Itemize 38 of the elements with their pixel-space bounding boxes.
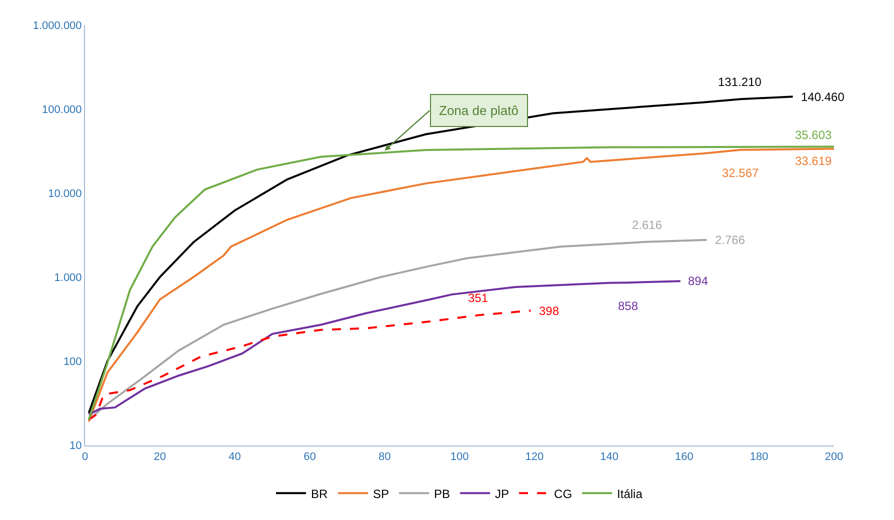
data-label: 35.603 (795, 128, 832, 142)
data-label: 351 (468, 291, 488, 305)
data-label: 2.616 (632, 218, 662, 232)
x-tick-label: 100 (450, 450, 469, 463)
x-tick-label: 180 (750, 450, 768, 463)
data-label: 33.619 (795, 154, 832, 168)
x-tick-label: 120 (525, 450, 544, 463)
legend-label: CG (554, 486, 572, 501)
data-label: 858 (618, 299, 638, 313)
y-tick-label: 100.000 (42, 104, 82, 116)
data-label: 131.210 (718, 75, 762, 89)
x-tick-label: 80 (378, 450, 391, 463)
data-label: 2.766 (715, 233, 746, 247)
y-tick-label: 10 (70, 440, 82, 452)
legend-label: PB (434, 486, 450, 501)
data-label: 32.567 (722, 166, 760, 180)
x-tick-label: 0 (82, 450, 88, 463)
y-tick-label: 100 (63, 356, 82, 368)
data-label: 894 (688, 274, 708, 288)
data-label: 140.460 (801, 90, 845, 104)
x-tick-label: 200 (824, 450, 844, 463)
legend-label: SP (373, 486, 390, 501)
line-series (88, 96, 794, 414)
y-tick-label: 1.000 (54, 272, 82, 284)
x-tick-label: 60 (304, 450, 316, 463)
x-tick-label: 20 (154, 450, 166, 463)
legend-label: BR (311, 486, 328, 501)
annotation: Zona de platô (439, 103, 519, 118)
x-tick-label: 160 (675, 450, 694, 463)
x-tick-label: 140 (600, 450, 618, 463)
line-series (88, 310, 532, 421)
line-series (88, 280, 682, 416)
data-label: 398 (539, 304, 560, 318)
legend-label: Itália (617, 486, 643, 501)
y-tick-label: 1.000.000 (32, 20, 82, 32)
legend-label: JP (495, 486, 510, 501)
x-tick-label: 40 (228, 450, 241, 463)
y-tick-label: 10.000 (48, 188, 82, 200)
